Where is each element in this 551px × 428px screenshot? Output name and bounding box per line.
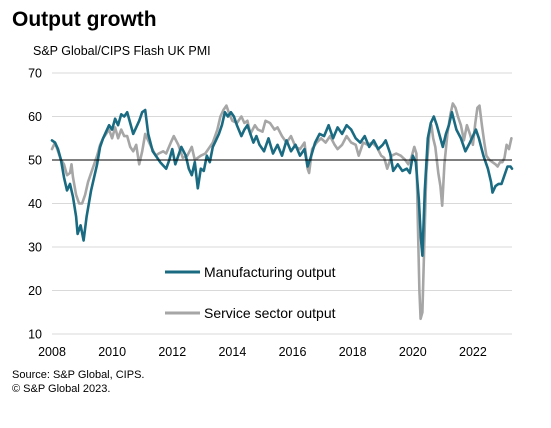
- y-tick-label: 50: [28, 154, 42, 168]
- source-note: Source: S&P Global, CIPS.: [12, 369, 145, 381]
- x-tick-label: 2018: [339, 345, 367, 359]
- chart-title: Output growth: [12, 8, 157, 31]
- y-axis: 70 60 50 40 30 20 10: [28, 67, 42, 342]
- y-tick-label: 20: [28, 284, 42, 298]
- y-tick-label: 60: [28, 110, 42, 124]
- legend-label: Manufacturing output: [204, 264, 336, 280]
- x-tick-label: 2010: [98, 345, 126, 359]
- x-tick-label: 2022: [459, 345, 487, 359]
- y-tick-label: 70: [28, 67, 42, 81]
- x-tick-label: 2014: [218, 345, 246, 359]
- x-axis: 2008 2010 2012 2014 2016 2018 2020 2022: [38, 345, 487, 359]
- y-tick-label: 30: [28, 241, 42, 255]
- x-tick-label: 2012: [158, 345, 186, 359]
- series-line-manufacturing: [50, 108, 514, 257]
- y-tick-label: 10: [28, 328, 42, 342]
- x-tick-label: 2020: [399, 345, 427, 359]
- series-line-services: [50, 102, 513, 321]
- legend-label: Service sector output: [204, 305, 336, 321]
- chart-subtitle: S&P Global/CIPS Flash UK PMI: [33, 44, 211, 58]
- x-tick-label: 2008: [38, 345, 66, 359]
- series-lines: [50, 102, 514, 321]
- x-tick-label: 2016: [279, 345, 307, 359]
- legend: Manufacturing output Service sector outpu…: [165, 264, 336, 321]
- y-tick-label: 40: [28, 197, 42, 211]
- chart-footer: Source: S&P Global, CIPS. © S&P Global 2…: [12, 368, 144, 396]
- copyright-note: © S&P Global 2023.: [12, 383, 111, 395]
